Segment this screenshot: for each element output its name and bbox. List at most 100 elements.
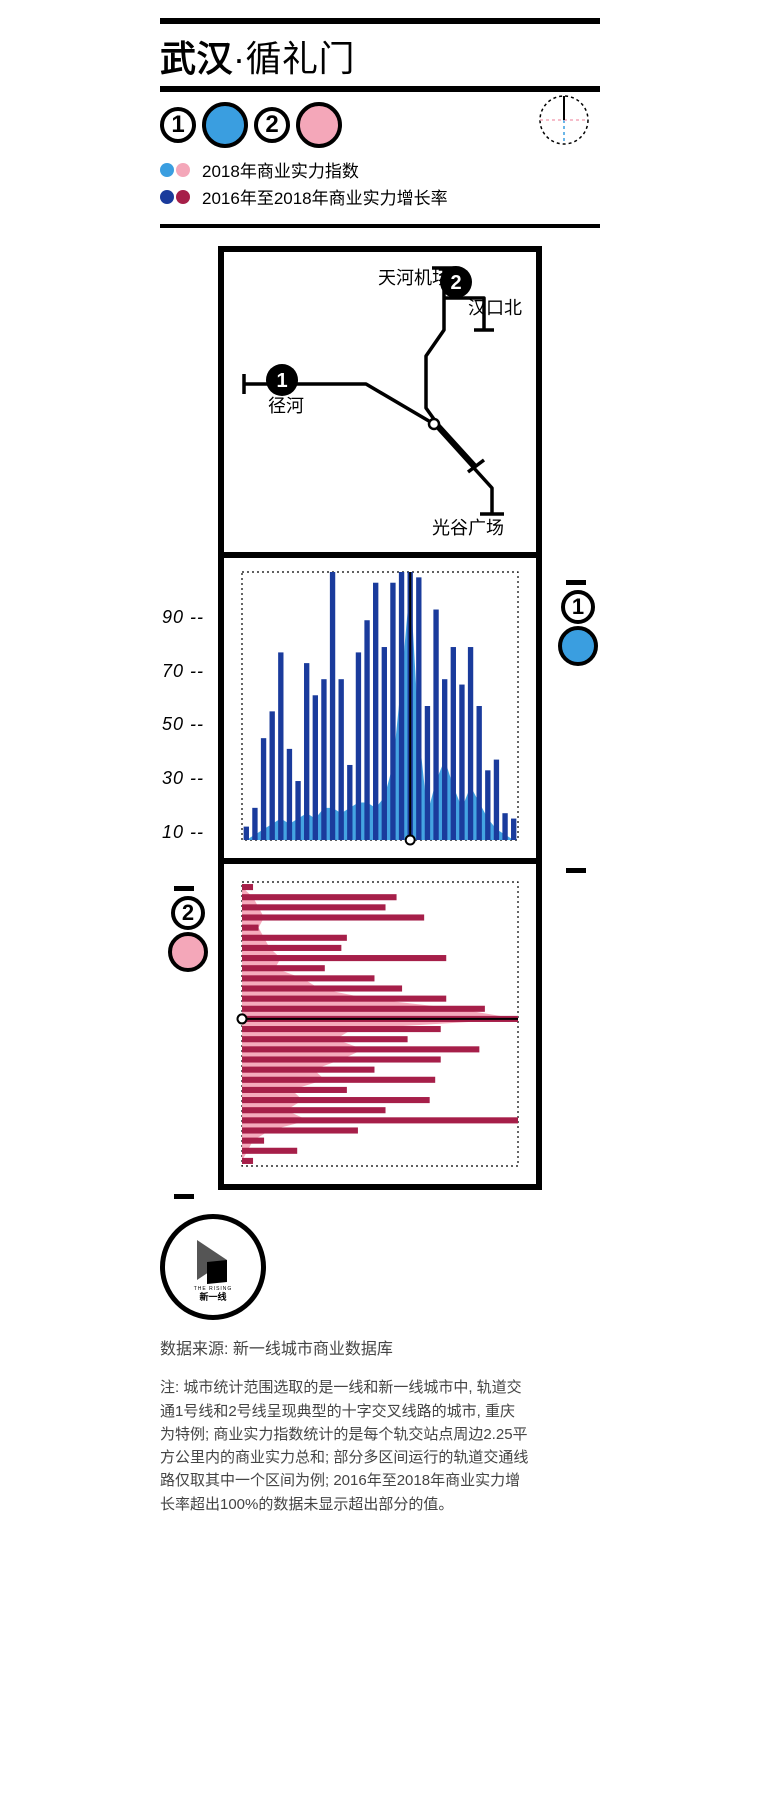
chart1-bar <box>502 814 507 841</box>
chart1-bar <box>477 706 482 840</box>
legend: 12 2018年商业实力指数2016年至2018年商业实力增长率 <box>160 92 600 228</box>
chart2-bar <box>242 1077 435 1083</box>
chart2-bar <box>242 1037 408 1043</box>
chart2-bar <box>242 915 424 921</box>
rule-under-legend <box>160 224 600 228</box>
chart1-bar <box>459 685 464 840</box>
chart1-bar <box>356 653 361 841</box>
map-label: 光谷广场 <box>432 518 504 538</box>
chart1-bar <box>468 647 473 840</box>
legend-row: 2016年至2018年商业实力增长率 <box>160 185 600 212</box>
legend-rows: 2018年商业实力指数2016年至2018年商业实力增长率 <box>160 158 600 212</box>
chart1-bar <box>364 621 369 841</box>
chart2-bar <box>242 1128 358 1134</box>
legend-text: 2016年至2018年商业实力增长率 <box>202 185 448 212</box>
chart2-bar <box>242 895 397 901</box>
legend-text: 2018年商业实力指数 <box>202 158 359 185</box>
map-label: 汉口北 <box>468 298 522 318</box>
chart2-bar <box>242 1148 297 1154</box>
legend-line-number: 1 <box>160 107 196 143</box>
legend-line-color <box>296 102 342 148</box>
side-tick <box>566 580 586 585</box>
side-line-number: 2 <box>171 896 205 930</box>
legend-dot <box>176 163 190 177</box>
chart1-ytick-label: 90 -- <box>162 607 204 628</box>
map-label: 天河机场 <box>378 268 450 288</box>
title-city: 武汉 <box>160 38 233 79</box>
chart2-bar <box>242 1087 347 1093</box>
chart1-bar <box>278 653 283 841</box>
chart1-bar <box>416 578 421 841</box>
legend-dot <box>160 190 174 204</box>
chart1-bar <box>433 610 438 840</box>
chart1-bar <box>287 749 292 840</box>
chart2-bar <box>242 884 253 890</box>
panel-chart-line2 <box>224 858 536 1184</box>
chart2-bar <box>242 966 325 972</box>
chart2-bar <box>242 1067 374 1073</box>
page-title: 武汉·循礼门 <box>160 24 600 86</box>
title-sep: · <box>233 38 246 79</box>
metro-map: 天河机场汉口北径河光谷广场 1 2 <box>224 252 536 552</box>
side-tick <box>174 1194 194 1199</box>
side-line-number: 1 <box>561 590 595 624</box>
legend-line-badges: 12 <box>160 102 600 148</box>
chart-line1 <box>224 558 536 858</box>
chart1-bar <box>451 647 456 840</box>
map-label: 径河 <box>268 396 304 416</box>
chart1-ytick-label: 10 -- <box>162 822 204 843</box>
chart1-bar <box>244 827 249 840</box>
map-line-badge: 1 <box>276 370 287 392</box>
panel-map: 天河机场汉口北径河光谷广场 1 2 <box>224 252 536 552</box>
chart1-bar <box>347 765 352 840</box>
chart1-bar <box>442 680 447 841</box>
chart1-ytick-label: 30 -- <box>162 768 204 789</box>
chart2-bar <box>242 1097 430 1103</box>
chart1-bar <box>270 712 275 841</box>
footer-note: 注: 城市统计范围选取的是一线和新一线城市中, 轨道交通1号线和2号线呈现典型的… <box>160 1376 530 1516</box>
side-tick <box>566 868 586 873</box>
chart1-ytick-label: 50 -- <box>162 714 204 735</box>
chart1-bar <box>425 706 430 840</box>
logo-label: 新一线 <box>199 1291 226 1302</box>
chart2-bar <box>242 996 446 1002</box>
chart1-bar <box>330 572 335 840</box>
chart2-bar <box>242 935 347 941</box>
side-tick <box>174 886 194 891</box>
side-badge-line2: 2 <box>168 896 208 972</box>
legend-line-number: 2 <box>254 107 290 143</box>
chart2-bar <box>242 905 386 911</box>
footer-source: 数据来源: 新一线城市商业数据库 <box>160 1338 530 1362</box>
legend-dot-pair <box>160 158 192 185</box>
chart1-bar <box>390 583 395 840</box>
map-line-badge: 2 <box>450 272 461 294</box>
title-station: 循礼门 <box>246 38 356 79</box>
chart1-bar <box>382 647 387 840</box>
footer-logo: THE RISING 新一线 <box>160 1214 266 1320</box>
footer: THE RISING 新一线 数据来源: 新一线城市商业数据库 注: 城市统计范… <box>160 1190 600 1516</box>
side-line-color <box>558 626 598 666</box>
chart1-bar <box>399 572 404 840</box>
legend-row: 2018年商业实力指数 <box>160 158 600 185</box>
chart1-bar <box>304 663 309 840</box>
chart2-bar <box>242 1026 441 1032</box>
chart-line2 <box>224 864 536 1184</box>
chart2-bar <box>242 986 402 992</box>
chart1-bar <box>252 808 257 840</box>
side-line-color <box>168 932 208 972</box>
chart1-bar <box>339 680 344 841</box>
chart2-bar <box>242 955 446 961</box>
chart1-bar <box>313 696 318 841</box>
legend-dot-pair <box>160 185 192 212</box>
chart2-bar <box>242 945 341 951</box>
chart1-bar <box>494 760 499 840</box>
chart2-bar <box>242 1047 479 1053</box>
chart2-bar <box>242 1006 485 1012</box>
main-frame: 天河机场汉口北径河光谷广场 1 2 <box>218 246 542 1190</box>
chart1-bar <box>261 739 266 841</box>
legend-line-color <box>202 102 248 148</box>
chart2-bar <box>242 976 374 982</box>
chart2-bar <box>242 1057 441 1063</box>
panel-chart-line1 <box>224 552 536 858</box>
legend-dot <box>176 190 190 204</box>
